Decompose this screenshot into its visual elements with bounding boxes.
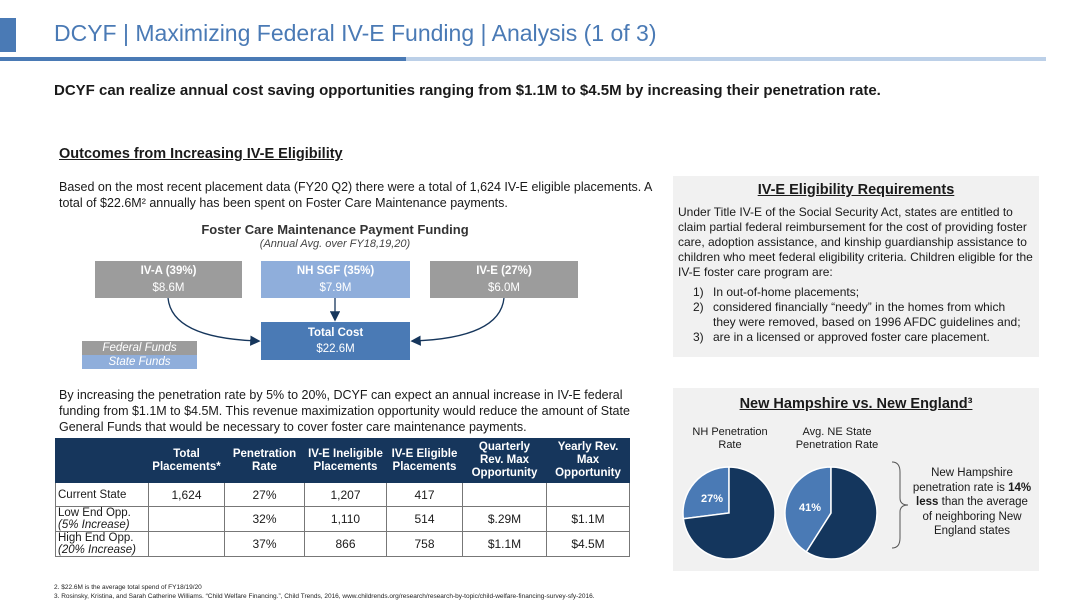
arrow-iva [167, 297, 261, 346]
requirement-text-continued: they were removed, based on 1996 AFDC gu… [713, 315, 1021, 329]
table-cell: $4.5M [546, 531, 630, 557]
ne-pie-remainder-slice [805, 466, 878, 560]
nh-pie-rate-slice [682, 466, 730, 520]
funding-box-total: Total Cost $22.6M [261, 322, 410, 360]
table-header: Yearly Rev. Max Opportunity [546, 438, 630, 483]
funding-label-nh-sgf: NH SGF (35%) [296, 265, 375, 277]
table-cell [148, 531, 225, 557]
funding-amount-ive: $6.0M [488, 282, 520, 294]
row-name: Current State [58, 488, 127, 501]
requirement-text: are in a licensed or approved foster car… [713, 330, 990, 344]
table-cell: 1,624 [148, 482, 225, 507]
title-rule-light [406, 57, 1046, 61]
row-name: High End Opp. [58, 532, 134, 544]
comparison-heading: New Hampshire vs. New England³ [739, 396, 973, 412]
requirements-body: Under Title IV-E of the Social Security … [678, 205, 1033, 279]
table-header-row: Total Placements* Penetration Rate IV-E … [55, 438, 630, 483]
page-title: DCYF | Maximizing Federal IV-E Funding |… [54, 20, 657, 46]
table-cell: 37% [224, 531, 305, 557]
table-cell: $1.1M [462, 531, 547, 557]
callout-text: New Hampshire penetration rate is [912, 467, 1013, 494]
accent-block [0, 18, 16, 52]
requirement-text: considered financially “needy” in the ho… [713, 300, 1006, 314]
requirement-item: 2) considered financially “needy” in the… [693, 300, 1038, 330]
ne-pie-label: Avg. NE State Penetration Rate [795, 426, 879, 451]
row-sub: (20% Increase) [58, 544, 136, 556]
nh-pie-rate-label: 27% [701, 493, 723, 505]
footnote-3: 3. Rosinsky, Kristina, and Sarah Catheri… [54, 593, 595, 600]
table-cell: 758 [386, 531, 463, 557]
table-cell: 27% [224, 482, 305, 507]
row-name: Low End Opp. [58, 507, 131, 519]
funding-amount-total: $22.6M [316, 343, 355, 355]
outcomes-paragraph: Based on the most recent placement data … [59, 180, 652, 210]
opportunity-table: Total Placements* Penetration Rate IV-E … [55, 438, 630, 557]
requirement-number: 3) [693, 330, 704, 344]
callout-bold-text: 14% less [916, 481, 1032, 509]
row-label: High End Opp. (20% Increase) [55, 531, 149, 557]
table-row: High End Opp. (20% Increase) 37% 866 758 … [55, 531, 630, 557]
table-cell: 514 [386, 506, 463, 532]
footnote-2: 2. $22.6M is the average total spend of … [54, 584, 202, 591]
ne-pie-rate-label: 41% [799, 502, 821, 514]
requirement-item: 1) In out-of-home placements; [693, 285, 1033, 300]
funding-box-ive: IV-E (27%) $6.0M [430, 261, 578, 298]
nh-pie-remainder-slice [682, 466, 776, 560]
legend-state-funds: State Funds [82, 355, 197, 369]
callout-brace [891, 461, 909, 549]
table-header: Quarterly Rev. Max Opportunity [462, 438, 547, 483]
funding-chart-subtitle: (Annual Avg. over FY18,19,20) [259, 238, 411, 250]
requirement-number: 2) [693, 300, 704, 314]
funding-box-iva: IV-A (39%) $8.6M [95, 261, 242, 298]
table-cell: 866 [304, 531, 387, 557]
opportunity-paragraph: By increasing the penetration rate by 5%… [59, 388, 630, 434]
headline: DCYF can realize annual cost saving oppo… [54, 82, 881, 99]
legend-federal-funds: Federal Funds [82, 341, 197, 355]
table-header: Total Placements* [148, 438, 225, 483]
row-sub: (5% Increase) [58, 519, 130, 531]
requirement-text: In out-of-home placements; [713, 285, 860, 299]
requirement-number: 1) [693, 285, 704, 299]
ne-pie: 41% [784, 466, 878, 560]
comparison-callout: New Hampshire penetration rate is 14% le… [912, 466, 1032, 539]
table-header: IV-E Eligible Placements [386, 438, 463, 483]
nh-pie: 27% [682, 466, 776, 560]
requirements-panel [673, 176, 1039, 357]
row-label: Current State [55, 482, 149, 507]
funding-amount-nh-sgf: $7.9M [319, 282, 352, 294]
callout-text-end: than the average of neighboring New Engl… [922, 496, 1028, 537]
nh-pie-label: NH Penetration Rate [692, 426, 768, 451]
requirement-item: 3) are in a licensed or approved foster … [693, 330, 1033, 345]
funding-amount-iva: $8.6M [152, 282, 185, 294]
table-header [55, 438, 149, 483]
outcomes-heading: Outcomes from Increasing IV-E Eligibilit… [59, 146, 343, 162]
table-cell [148, 506, 225, 532]
funding-box-nh-sgf: NH SGF (35%) $7.9M [261, 261, 410, 298]
funding-label-iva: IV-A (39%) [140, 265, 197, 277]
requirements-heading: IV-E Eligibility Requirements [757, 182, 955, 198]
title-rule [0, 57, 406, 61]
funding-label-total: Total Cost [307, 327, 364, 339]
funding-chart-title: Foster Care Maintenance Payment Funding [201, 222, 469, 237]
arrow-ive [410, 297, 505, 346]
table-cell: 32% [224, 506, 305, 532]
funding-label-ive: IV-E (27%) [476, 265, 532, 277]
table-row: Current State 1,624 27% 1,207 417 [55, 482, 630, 507]
